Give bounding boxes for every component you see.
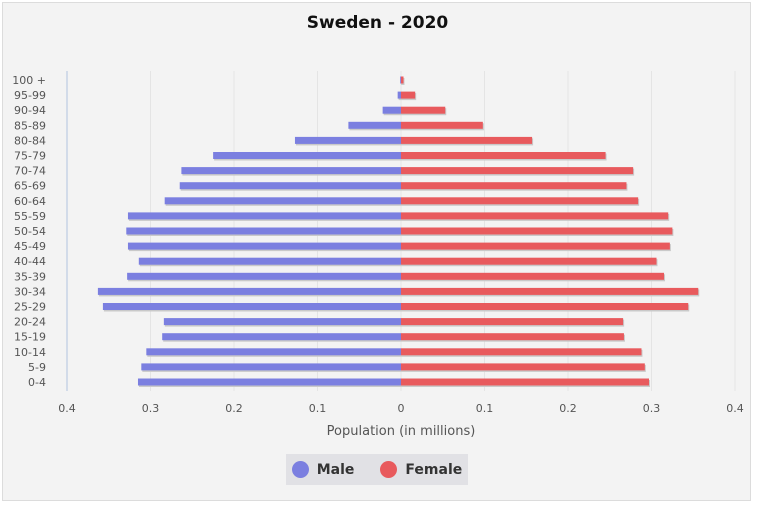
male-bar[interactable] xyxy=(102,303,401,310)
legend-label-female: Female xyxy=(405,461,463,478)
female-bar[interactable] xyxy=(401,378,649,386)
male-bar[interactable] xyxy=(294,136,401,144)
age-group-label: 95-99 xyxy=(14,89,46,102)
male-bar[interactable] xyxy=(162,333,401,341)
x-tick-label: 0.4 xyxy=(58,402,76,415)
age-group-label: 15-19 xyxy=(14,331,46,344)
age-group-label: 100 + xyxy=(12,74,46,87)
age-group-label: 20-24 xyxy=(14,316,46,329)
male-bar[interactable] xyxy=(213,152,401,159)
male-bar[interactable] xyxy=(397,91,401,99)
age-group-label: 90-94 xyxy=(14,104,46,117)
female-bar[interactable] xyxy=(401,242,670,250)
male-bar[interactable] xyxy=(400,76,401,84)
age-group-label: 5-9 xyxy=(28,361,46,374)
age-group-label: 0-4 xyxy=(28,376,46,389)
x-axis-title: Population (in millions) xyxy=(327,424,476,439)
x-tick-label: 0.2 xyxy=(225,402,243,415)
female-bar[interactable] xyxy=(401,303,689,310)
male-bar[interactable] xyxy=(138,257,401,265)
female-bar[interactable] xyxy=(401,257,657,265)
chart-frame: Sweden - 2020 100 + 95-99 90-94 85-89 80-84 7… xyxy=(2,2,751,501)
bars xyxy=(97,76,700,387)
female-bar[interactable] xyxy=(401,272,665,280)
population-pyramid: 100 + 95-99 90-94 85-89 80-84 75-79 70-74 65-69… xyxy=(12,71,744,439)
male-bar[interactable] xyxy=(348,121,401,129)
female-bar[interactable] xyxy=(401,318,624,326)
age-group-label: 65-69 xyxy=(14,180,46,193)
x-tick-labels: 0.4 0.3 0.2 0.1 0 0.1 0.2 0.3 0.4 xyxy=(58,402,744,415)
male-bar[interactable] xyxy=(127,272,402,280)
legend-item-female[interactable]: Female xyxy=(380,461,462,478)
female-bar[interactable] xyxy=(401,197,639,205)
male-bar[interactable] xyxy=(126,227,401,235)
female-bar[interactable] xyxy=(401,348,642,356)
female-bar[interactable] xyxy=(401,152,606,159)
x-tick-label: 0.4 xyxy=(726,402,744,415)
x-tick-label: 0 xyxy=(398,402,405,415)
age-group-label: 35-39 xyxy=(14,270,46,283)
male-bar[interactable] xyxy=(179,182,401,190)
male-bar[interactable] xyxy=(127,242,401,250)
age-group-label: 75-79 xyxy=(14,150,46,163)
age-group-label: 30-34 xyxy=(14,285,46,298)
age-group-label: 10-14 xyxy=(14,346,46,359)
male-bar[interactable] xyxy=(137,378,401,386)
legend-item-male[interactable]: Male xyxy=(291,461,355,478)
female-bar[interactable] xyxy=(401,136,533,144)
x-tick-label: 0.3 xyxy=(142,402,160,415)
male-bar[interactable] xyxy=(181,167,401,175)
age-group-label: 55-59 xyxy=(14,210,46,223)
x-tick-label: 0.1 xyxy=(309,402,327,415)
female-bar[interactable] xyxy=(401,227,673,235)
age-group-labels: 100 + 95-99 90-94 85-89 80-84 75-79 70-74 65-69… xyxy=(12,74,46,389)
male-bar[interactable] xyxy=(127,212,401,220)
female-bar[interactable] xyxy=(401,212,669,220)
age-group-label: 50-54 xyxy=(14,225,46,238)
female-bar[interactable] xyxy=(401,121,483,129)
age-group-label: 25-29 xyxy=(14,301,46,314)
female-bar[interactable] xyxy=(401,363,645,371)
female-bar[interactable] xyxy=(401,182,627,190)
legend-label-male: Male xyxy=(316,461,355,478)
age-group-label: 60-64 xyxy=(14,195,46,208)
male-bar[interactable] xyxy=(141,363,401,371)
x-tick-label: 0.1 xyxy=(476,402,494,415)
female-bar[interactable] xyxy=(401,91,416,99)
male-bar[interactable] xyxy=(146,348,401,356)
male-bar[interactable] xyxy=(97,287,402,295)
female-color-dot xyxy=(380,461,398,478)
age-group-label: 45-49 xyxy=(14,240,46,253)
male-bar[interactable] xyxy=(164,197,401,205)
age-group-label: 70-74 xyxy=(14,165,46,178)
male-color-dot xyxy=(291,461,309,478)
age-group-label: 80-84 xyxy=(14,134,46,147)
male-bar[interactable] xyxy=(163,318,401,326)
female-bar[interactable] xyxy=(401,333,624,341)
x-tick-label: 0.3 xyxy=(643,402,661,415)
female-bar[interactable] xyxy=(401,287,699,295)
legend: Male Female xyxy=(286,454,468,485)
age-group-label: 40-44 xyxy=(14,255,46,268)
female-bar[interactable] xyxy=(401,76,404,84)
female-bar[interactable] xyxy=(401,167,634,175)
male-bar[interactable] xyxy=(382,106,401,114)
chart-title: Sweden - 2020 xyxy=(306,13,449,33)
age-group-label: 85-89 xyxy=(14,119,46,132)
female-bar[interactable] xyxy=(401,106,446,114)
x-tick-label: 0.2 xyxy=(559,402,577,415)
